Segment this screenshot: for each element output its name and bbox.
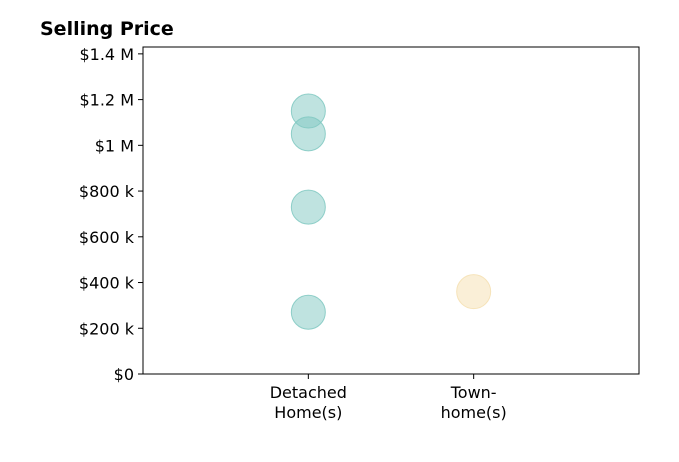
x-tick-label: Town-: [450, 383, 497, 402]
y-tick-label: $1.4 M: [79, 45, 134, 64]
data-point: [456, 274, 492, 310]
data-point: [290, 189, 326, 225]
data-point: [290, 116, 326, 152]
x-tick-label: Detached: [270, 383, 347, 402]
y-tick-label: $200 k: [79, 319, 135, 338]
y-tick-label: $1.2 M: [79, 91, 134, 110]
y-tick-label: $800 k: [79, 182, 135, 201]
y-axis: $0 $200 k $400 k $600 k $800 k $1 M $1.2 M $1.4…: [79, 45, 143, 384]
x-tick-label: home(s): [441, 403, 507, 422]
y-tick-label: $600 k: [79, 228, 135, 247]
y-tick-label: $400 k: [79, 274, 135, 293]
data-point: [290, 294, 326, 330]
y-tick-label: $0: [114, 365, 134, 384]
data-points: [290, 93, 492, 330]
chart-title: Selling Price: [40, 18, 174, 40]
plot-frame: [142, 46, 640, 375]
x-tick-label: Home(s): [274, 403, 342, 422]
y-tick-label: $1 M: [95, 136, 134, 155]
